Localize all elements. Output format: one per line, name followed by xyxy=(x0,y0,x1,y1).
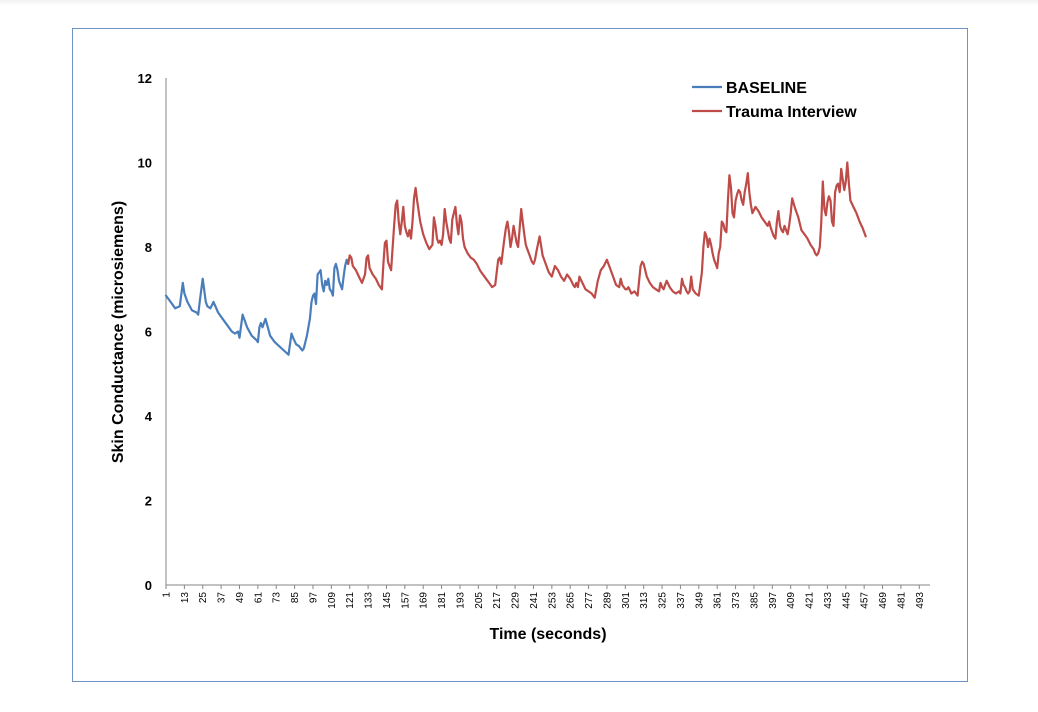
series-lines xyxy=(164,161,867,356)
y-tick-label: 2 xyxy=(145,494,152,509)
x-tick-label: 73 xyxy=(272,592,283,604)
x-tick-label: 37 xyxy=(217,592,228,604)
x-axis: 1 13 25 37 49 61 73 85 97 109 121 133 145 157 169 181 19… xyxy=(162,584,930,609)
x-tick-label: 433 xyxy=(823,592,834,609)
y-tick-label: 10 xyxy=(138,156,152,171)
y-tick-label: 4 xyxy=(145,409,153,424)
y-tick-label: 12 xyxy=(138,71,152,86)
y-tick-label: 0 xyxy=(145,578,152,593)
x-tick-label: 13 xyxy=(180,592,191,604)
legend-label-trauma-interview: Trauma Interview xyxy=(726,104,857,121)
x-tick-label: 169 xyxy=(419,592,430,609)
x-tick-label: 229 xyxy=(511,592,522,609)
window-top-edge xyxy=(0,0,1038,6)
x-tick-label: 97 xyxy=(308,592,319,604)
x-tick-label: 133 xyxy=(364,592,375,609)
y-axis: 0 2 4 6 8 10 12 xyxy=(138,71,167,593)
x-tick-label: 61 xyxy=(253,592,264,604)
x-tick-label: 289 xyxy=(602,592,613,609)
x-tick-label: 493 xyxy=(915,592,926,609)
x-tick-label: 337 xyxy=(676,592,687,609)
trauma-interview-series-line xyxy=(347,161,867,299)
x-tick-label: 409 xyxy=(786,592,797,609)
x-tick-label: 181 xyxy=(437,592,448,609)
x-tick-label: 349 xyxy=(694,592,705,609)
x-tick-label: 25 xyxy=(198,592,209,604)
baseline-series-line xyxy=(164,258,350,356)
x-tick-label: 361 xyxy=(713,592,724,609)
x-tick-label: 1 xyxy=(162,592,173,598)
x-tick-label: 445 xyxy=(841,592,852,609)
y-axis-title: Skin Conductance (microsiemens) xyxy=(110,201,127,463)
x-tick-label: 85 xyxy=(290,592,301,604)
x-tick-label: 193 xyxy=(455,592,466,609)
legend-label-baseline: BASELINE xyxy=(726,80,807,97)
x-tick-label: 301 xyxy=(621,592,632,609)
x-tick-label: 457 xyxy=(860,592,871,609)
x-tick-label: 313 xyxy=(639,592,650,609)
chart-area-border xyxy=(72,28,968,682)
x-tick-label: 49 xyxy=(235,592,246,604)
x-tick-label: 397 xyxy=(768,592,779,609)
x-tick-label: 373 xyxy=(731,592,742,609)
x-tick-label: 145 xyxy=(382,592,393,609)
x-tick-label: 121 xyxy=(345,592,356,609)
x-axis-title: Time (seconds) xyxy=(489,626,606,643)
x-tick-label: 217 xyxy=(492,592,503,609)
x-tick-label: 385 xyxy=(749,592,760,609)
y-tick-label: 8 xyxy=(145,240,152,255)
x-tick-label: 265 xyxy=(566,592,577,609)
x-tick-label: 253 xyxy=(547,592,558,609)
x-tick-label: 421 xyxy=(805,592,816,609)
x-tick-label: 469 xyxy=(878,592,889,609)
x-tick-label: 205 xyxy=(474,592,485,609)
x-tick-label: 241 xyxy=(529,592,540,609)
x-tick-label: 481 xyxy=(896,592,907,609)
y-tick-label: 6 xyxy=(145,325,152,340)
x-tick-label: 109 xyxy=(327,592,338,609)
x-tick-label: 277 xyxy=(584,592,595,609)
legend: BASELINE Trauma Interview xyxy=(692,80,857,121)
x-tick-label: 157 xyxy=(400,592,411,609)
x-tick-label: 325 xyxy=(658,592,669,609)
